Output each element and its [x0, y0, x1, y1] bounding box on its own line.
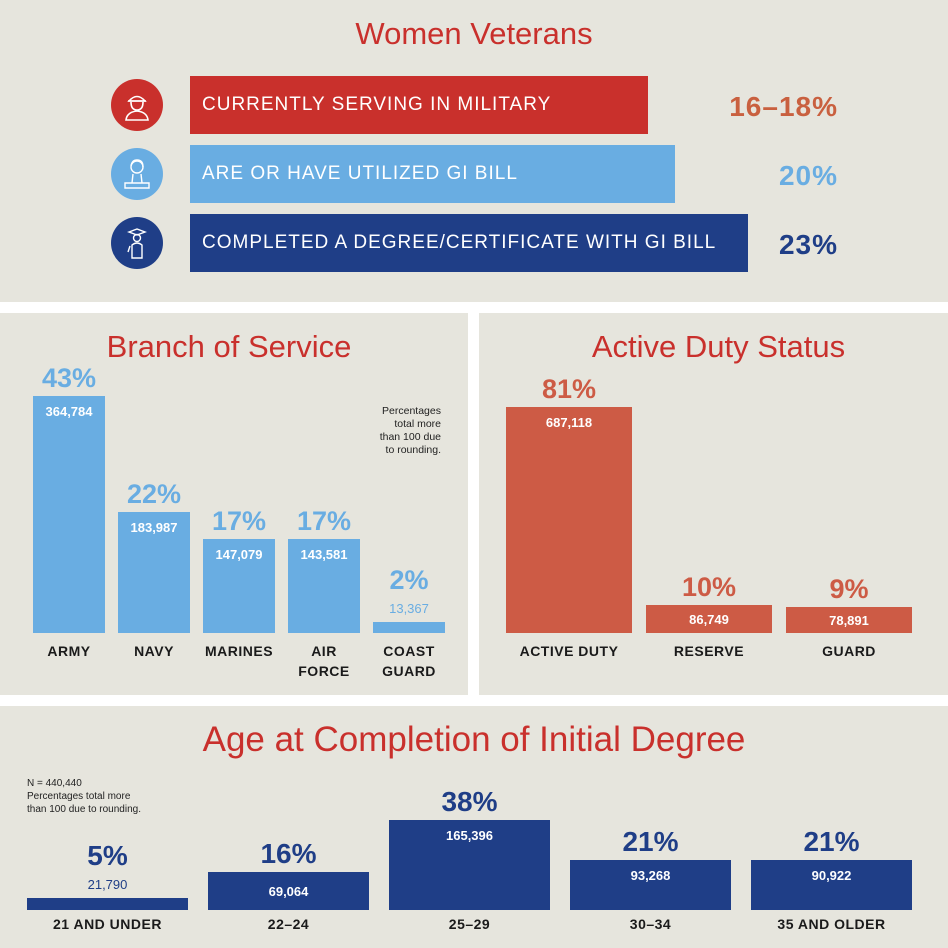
chart-bar: 364,784 [33, 396, 105, 633]
category-label-line: 30–34 [629, 916, 672, 932]
graduate-icon [111, 217, 163, 269]
branch-note-line: Percentages [382, 405, 441, 417]
student-icon [111, 148, 163, 200]
women-veterans-row: ARE OR HAVE UTILIZED GI BILL 20% [0, 145, 948, 207]
branch-note: Percentages total more than 100 due to r… [380, 405, 441, 457]
bar-percent-label: 10% [681, 572, 737, 602]
age-note-line: Percentages total more [27, 791, 131, 802]
bar-count-label: 69,064 [268, 884, 309, 899]
bar-count-label: 86,749 [689, 612, 729, 627]
women-veterans-panel: Women Veterans CURRENTLY SERVING IN MILI… [0, 0, 948, 302]
chart-bar: 69,064 [208, 872, 369, 910]
women-veterans-bar-label: ARE OR HAVE UTILIZED GI BILL [202, 163, 518, 184]
category-label: NAVY [108, 641, 200, 661]
category-label-line: 35 AND OLDER [777, 916, 886, 932]
category-label: AIR FORCE [278, 641, 370, 681]
chart-bar: 147,079 [203, 539, 275, 633]
category-label-line: COAST [383, 643, 435, 659]
category-label-line: GUARD [382, 663, 436, 679]
category-label-line: 21 AND UNDER [53, 916, 162, 932]
bar-count-label: 183,987 [130, 520, 178, 535]
age-note-line: than 100 due to rounding. [27, 804, 141, 815]
category-label: RESERVE [636, 641, 782, 661]
active-title: Active Duty Status [591, 329, 846, 364]
women-veterans-bar: COMPLETED A DEGREE/CERTIFICATE WITH GI B… [190, 214, 748, 272]
bar-percent-label: 17% [211, 506, 267, 536]
category-label: ACTIVE DUTY [496, 641, 642, 661]
age-title: Age at Completion of Initial Degree [202, 720, 746, 759]
chart-bar: 13,367 [373, 601, 445, 633]
women-veterans-bar: CURRENTLY SERVING IN MILITARY [190, 76, 648, 134]
soldier-icon [111, 79, 163, 131]
category-label: ARMY [23, 641, 115, 661]
branch-note-line: to rounding. [385, 444, 441, 456]
bar-percent-label: 2% [389, 565, 429, 595]
chart-bar: 143,581 [288, 539, 360, 633]
age-note: N = 440,440 Percentages total more than … [27, 777, 141, 816]
category-label-line: ARMY [47, 643, 91, 659]
category-label-line: AIR [311, 643, 337, 659]
category-label: COAST GUARD [363, 641, 455, 681]
bar-percent-label: 38% [441, 786, 498, 817]
bar-percent-label: 81% [541, 374, 597, 404]
age-panel: Age at Completion of Initial Degree N = … [0, 706, 948, 948]
women-veterans-bar-label: CURRENTLY SERVING IN MILITARY [202, 94, 552, 115]
branch-panel: Branch of Service Percentages total more… [0, 313, 468, 695]
chart-bar: 21,790 [27, 877, 188, 910]
bar-percent-label: 5% [87, 840, 128, 871]
chart-bar: 93,268 [570, 860, 731, 910]
category-label: 25–29 [379, 914, 560, 934]
branch-note-line: total more [394, 418, 441, 430]
bar-count-label: 165,396 [446, 828, 493, 843]
category-label-line: GUARD [822, 643, 876, 659]
women-veterans-row: CURRENTLY SERVING IN MILITARY 16–18% [0, 76, 948, 138]
chart-bar: 90,922 [751, 860, 912, 910]
age-note-line: N = 440,440 [27, 778, 82, 789]
chart-bar: 78,891 [786, 607, 912, 633]
bar-percent-label: 22% [126, 479, 182, 509]
women-veterans-row: COMPLETED A DEGREE/CERTIFICATE WITH GI B… [0, 214, 948, 276]
bar-count-label: 93,268 [630, 868, 671, 883]
women-veterans-bar-label: COMPLETED A DEGREE/CERTIFICATE WITH GI B… [202, 232, 717, 253]
bar-count-label: 13,367 [389, 601, 429, 616]
chart-bar: 183,987 [118, 512, 190, 633]
category-label: 21 AND UNDER [17, 914, 198, 934]
bar-count-label: 78,891 [829, 613, 869, 628]
bar-count-label: 143,581 [300, 547, 348, 562]
bar-percent-label: 17% [296, 506, 352, 536]
women-veterans-value: 20% [778, 160, 838, 191]
bar-percent-label: 21% [803, 826, 860, 857]
bar-count-label: 687,118 [545, 415, 593, 430]
category-label: 22–24 [198, 914, 379, 934]
category-label-line: 22–24 [267, 916, 310, 932]
bar-count-label: 147,079 [215, 547, 263, 562]
bar-percent-label: 43% [41, 363, 97, 393]
chart-bar: 165,396 [389, 820, 550, 910]
bar-percent-label: 21% [622, 826, 679, 857]
category-label: 30–34 [560, 914, 741, 934]
category-label-line: NAVY [134, 643, 174, 659]
bar-percent-label: 9% [829, 574, 869, 604]
bar-count-label: 364,784 [45, 404, 93, 419]
category-label-line: FORCE [298, 663, 350, 679]
chart-bar: 687,118 [506, 407, 632, 633]
category-label-line: 25–29 [448, 916, 491, 932]
category-label: MARINES [193, 641, 285, 661]
women-veterans-value: 16–18% [729, 91, 838, 122]
women-veterans-bar: ARE OR HAVE UTILIZED GI BILL [190, 145, 675, 203]
branch-title: Branch of Service [106, 329, 352, 364]
category-label-line: RESERVE [673, 643, 745, 659]
bar-count-label: 21,790 [87, 877, 128, 892]
category-label: 35 AND OLDER [741, 914, 922, 934]
category-label-line: MARINES [204, 643, 274, 659]
bar-count-label: 90,922 [811, 868, 852, 883]
women-veterans-title: Women Veterans [355, 16, 593, 51]
category-label: GUARD [776, 641, 922, 661]
women-veterans-value: 23% [778, 229, 838, 260]
branch-note-line: than 100 due [379, 431, 441, 443]
category-label-line: ACTIVE DUTY [519, 643, 619, 659]
active-panel: Active Duty Status 687,118 81% ACTIVE DUTY… [479, 313, 948, 695]
chart-bar: 86,749 [646, 605, 772, 633]
bar-percent-label: 16% [260, 838, 317, 869]
